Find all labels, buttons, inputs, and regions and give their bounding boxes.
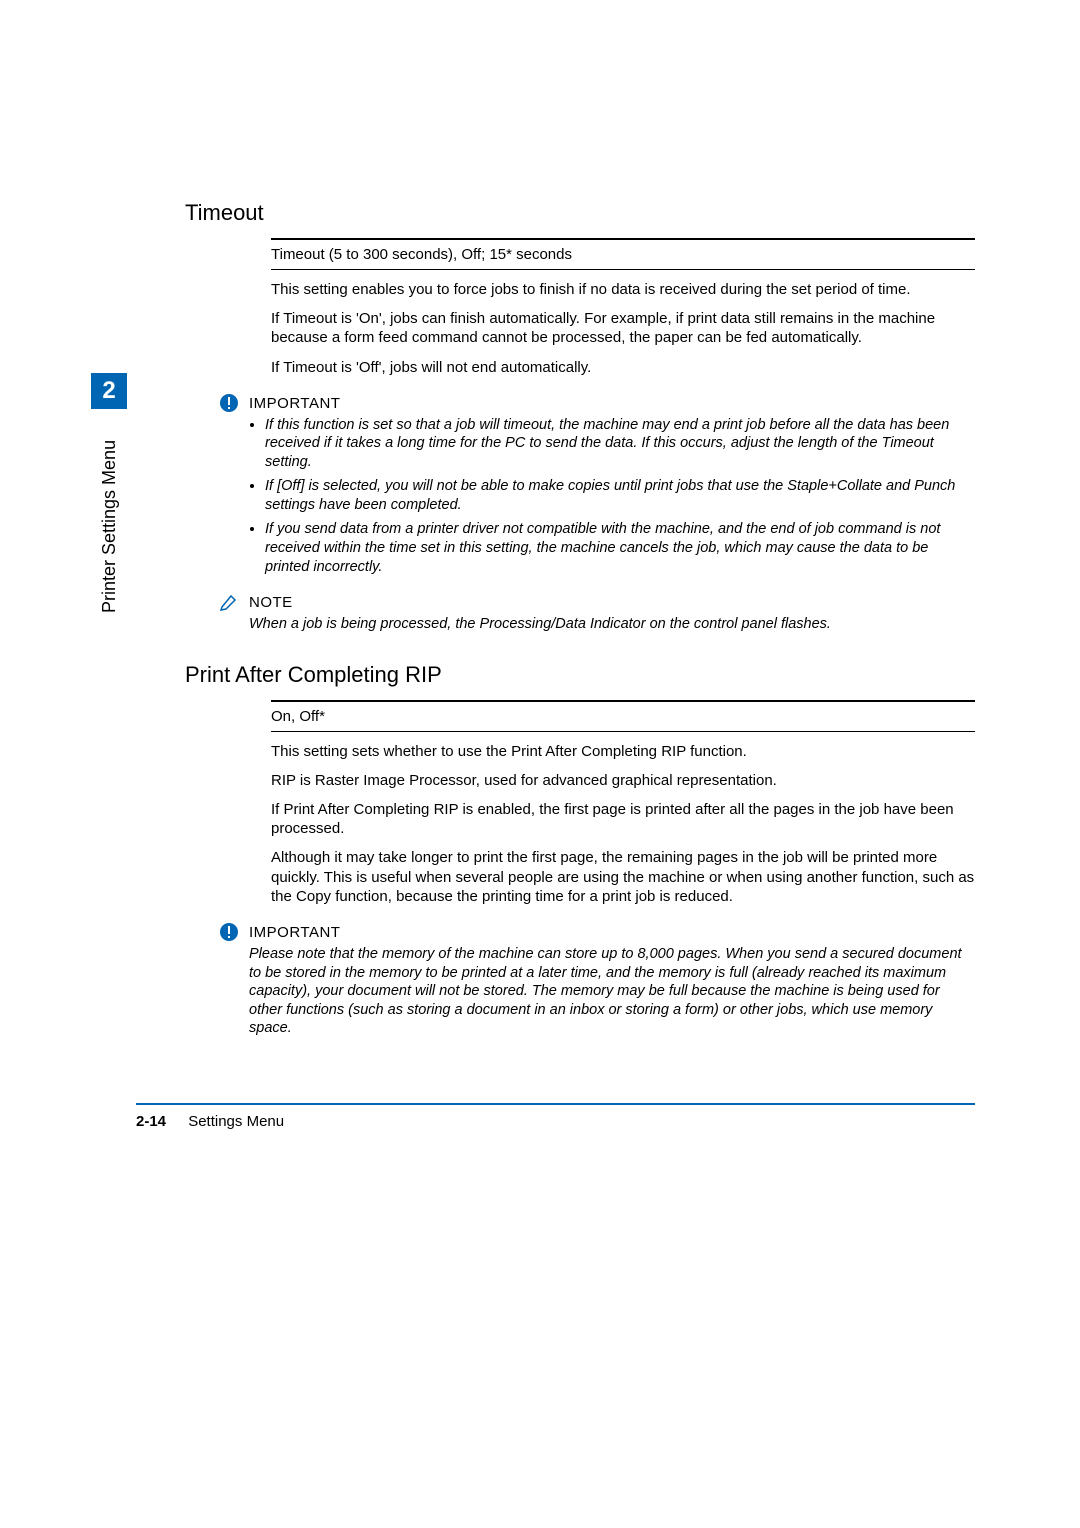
paragraph: If Print After Completing RIP is enabled…	[271, 800, 975, 838]
setting-block-timeout: Timeout (5 to 300 seconds), Off; 15* sec…	[271, 238, 975, 377]
footer-rule	[136, 1103, 975, 1105]
setting-line: On, Off*	[271, 702, 975, 731]
bullet: If [Off] is selected, you will not be ab…	[265, 477, 975, 514]
rule	[271, 269, 975, 270]
callout-note: NOTE When a job is being processed, the …	[219, 594, 975, 634]
setting-block-rip: On, Off* This setting sets whether to us…	[271, 700, 975, 906]
side-vertical-label: Printer Settings Menu	[91, 413, 127, 633]
callout-body: Please note that the memory of the machi…	[249, 945, 975, 1038]
section-heading-timeout: Timeout	[185, 200, 975, 226]
paragraph: This setting enables you to force jobs t…	[271, 280, 975, 299]
rule	[271, 731, 975, 732]
paragraph: RIP is Raster Image Processor, used for …	[271, 771, 975, 790]
note-icon	[219, 592, 239, 612]
page: 2 Printer Settings Menu Timeout Timeout …	[0, 0, 1080, 1528]
page-number: 2-14	[136, 1113, 166, 1130]
callout-label: IMPORTANT	[249, 395, 975, 412]
footer-section-name: Settings Menu	[188, 1113, 284, 1130]
callout-body: When a job is being processed, the Proce…	[249, 615, 975, 634]
paragraph: If Timeout is 'On', jobs can finish auto…	[271, 309, 975, 347]
paragraph: This setting sets whether to use the Pri…	[271, 742, 975, 761]
callout-important: IMPORTANT Please note that the memory of…	[219, 924, 975, 1038]
note-text: When a job is being processed, the Proce…	[249, 616, 831, 632]
important-icon	[219, 393, 239, 413]
callout-label: NOTE	[249, 594, 975, 611]
side-vertical-label-text: Printer Settings Menu	[99, 440, 120, 613]
paragraph: Although it may take longer to print the…	[271, 848, 975, 906]
bullet: If this function is set so that a job wi…	[265, 416, 975, 472]
callout-body: If this function is set so that a job wi…	[249, 416, 975, 576]
page-footer: 2-14 Settings Menu	[136, 1113, 284, 1130]
content-column: Timeout Timeout (5 to 300 seconds), Off;…	[185, 200, 975, 1038]
paragraph: If Timeout is 'Off', jobs will not end a…	[271, 358, 975, 377]
important-icon	[219, 922, 239, 942]
callout-important: IMPORTANT If this function is set so tha…	[219, 395, 975, 576]
callout-label: IMPORTANT	[249, 924, 975, 941]
setting-line: Timeout (5 to 300 seconds), Off; 15* sec…	[271, 240, 975, 269]
chapter-tab: 2	[91, 373, 127, 409]
bullet: If you send data from a printer driver n…	[265, 520, 975, 576]
important-text: Please note that the memory of the machi…	[249, 946, 962, 1036]
section-heading-rip: Print After Completing RIP	[185, 662, 975, 688]
